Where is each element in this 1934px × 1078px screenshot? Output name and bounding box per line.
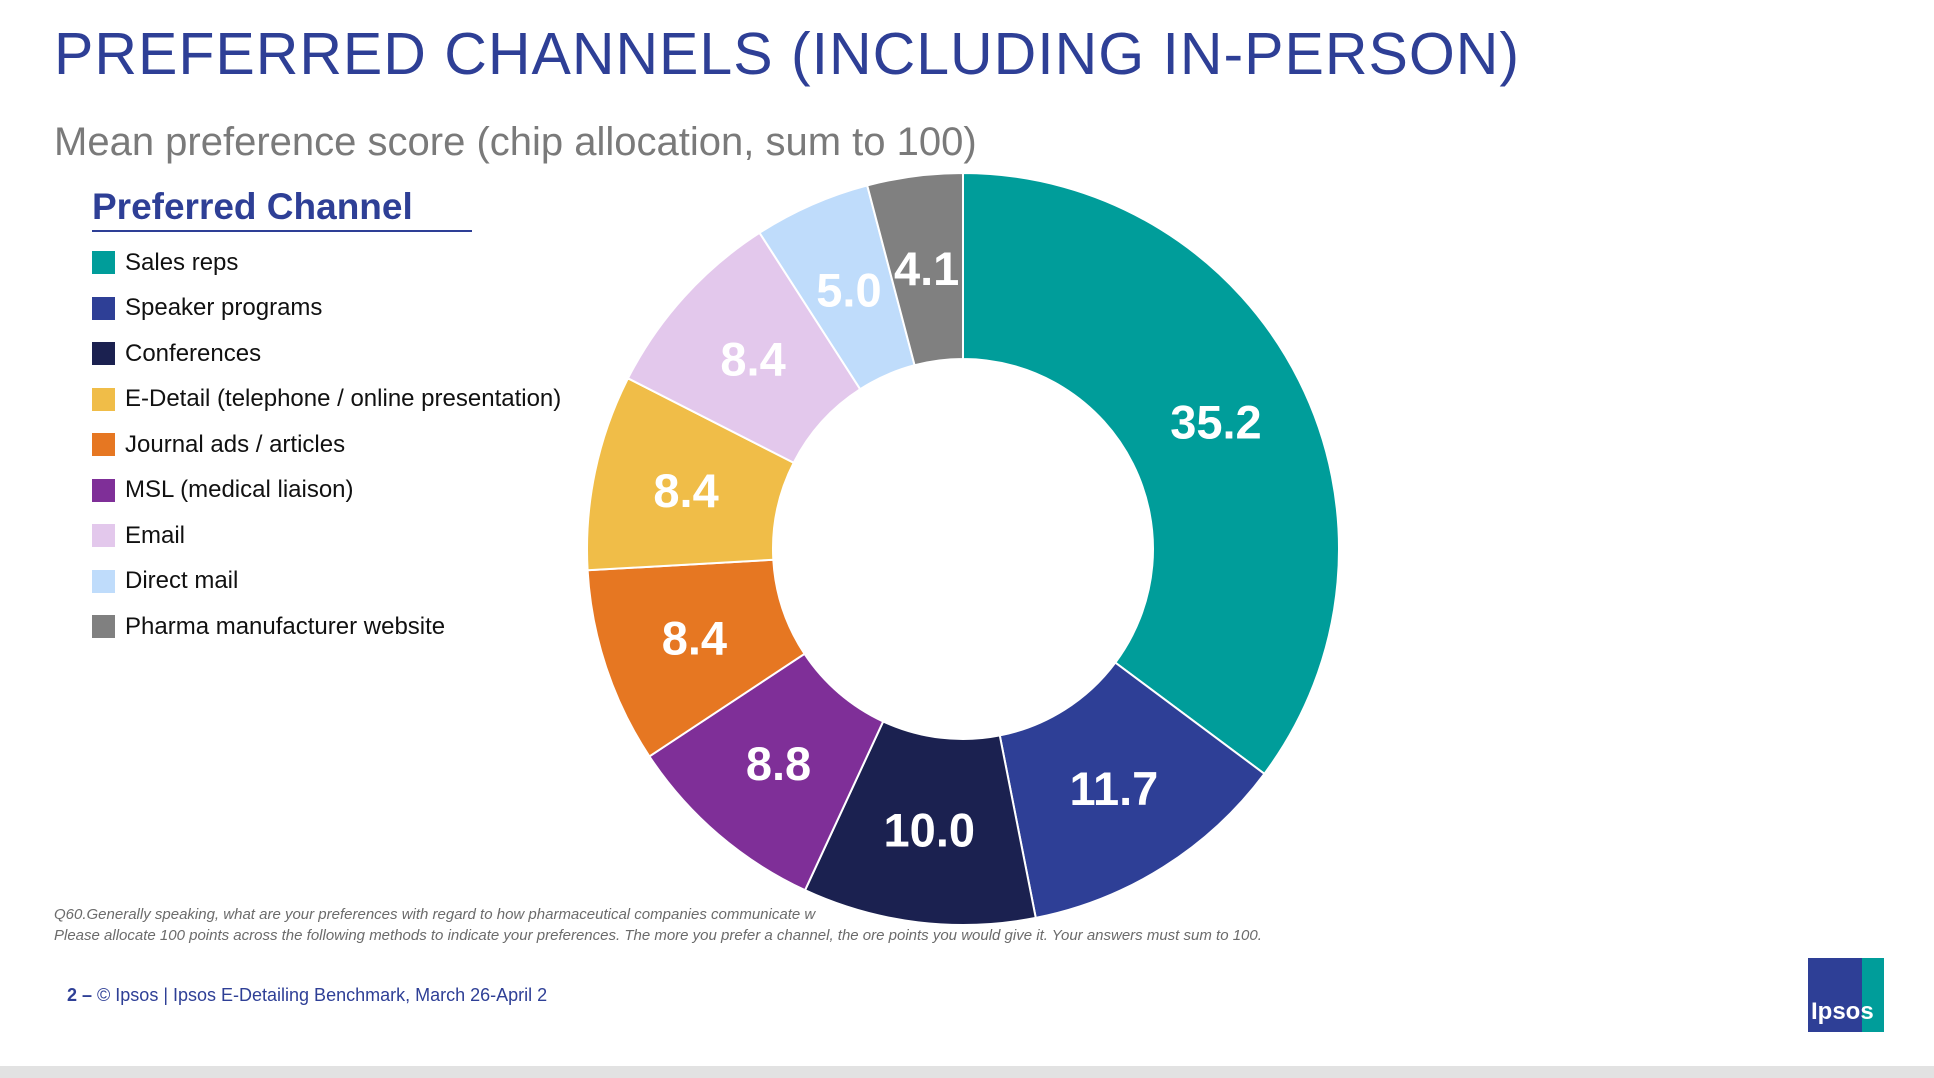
legend-label: E-Detail (telephone / online presentatio… (125, 385, 562, 413)
legend-title: Preferred Channel (92, 186, 472, 232)
legend-item: E-Detail (telephone / online presentatio… (92, 377, 561, 423)
legend-swatch (92, 296, 115, 320)
legend-item: Conferences (92, 331, 561, 377)
legend-label: Sales reps (125, 248, 239, 276)
footnote-instructions: Please allocate 100 points across the fo… (54, 927, 1262, 944)
ipsos-logo: Ipsos (1808, 958, 1884, 1032)
data-label: 10.0 (884, 803, 975, 856)
slide-title: PREFERRED CHANNELS (INCLUDING IN-PERSON) (54, 21, 1520, 87)
chart-legend: Preferred Channel Sales reps Speaker prog… (92, 186, 561, 650)
data-label: 8.4 (653, 464, 718, 517)
legend-swatch (92, 569, 115, 593)
legend-label: Direct mail (125, 567, 239, 595)
bottom-bar (0, 1066, 1934, 1078)
slide-subtitle: Mean preference score (chip allocation, … (54, 120, 977, 164)
logo-block (1808, 958, 1862, 1032)
legend-label: MSL (medical liaison) (125, 476, 354, 504)
data-label: 35.2 (1170, 396, 1261, 449)
legend-label: Speaker programs (125, 294, 323, 322)
data-label: 8.4 (720, 333, 785, 386)
data-label: 8.8 (746, 737, 811, 790)
legend-swatch (92, 524, 115, 548)
donut-slice (998, 661, 1266, 920)
donut-slice (865, 171, 964, 367)
data-label: 5.0 (816, 263, 881, 316)
data-label: 4.1 (894, 242, 959, 295)
legend-item: Speaker programs (92, 286, 561, 332)
legend-label: Email (125, 521, 186, 549)
legend-item: Journal ads / articles (92, 422, 561, 468)
footer: 2 – © Ipsos | Ipsos E-Detailing Benchmar… (67, 985, 547, 1006)
legend-swatch (92, 387, 115, 411)
legend-label: Journal ads / articles (125, 430, 346, 458)
legend-item: Pharma manufacturer website (92, 604, 561, 650)
logo-text: Ipsos (1811, 998, 1874, 1025)
data-label: 11.7 (1069, 762, 1158, 815)
data-label: 8.4 (662, 612, 727, 665)
legend-items: Sales reps Speaker programs Conferences E-D… (92, 240, 561, 650)
page-number: 2 – (67, 985, 93, 1005)
legend-label: Pharma manufacturer website (125, 612, 446, 640)
legend-swatch (92, 342, 115, 366)
legend-item: Direct mail (92, 559, 561, 605)
legend-swatch (92, 478, 115, 502)
legend-swatch (92, 433, 115, 457)
footnote-question: Q60.Generally speaking, what are your pr… (54, 906, 816, 923)
legend-swatch (92, 615, 115, 639)
legend-item: Sales reps (92, 240, 561, 286)
legend-item: MSL (medical liaison) (92, 468, 561, 514)
donut-slice (962, 171, 1340, 776)
legend-swatch (92, 251, 115, 275)
footnote: Q60.Generally speaking, what are your pr… (54, 904, 1454, 946)
footer-copyright: © Ipsos | Ipsos E-Detailing Benchmark, M… (92, 985, 548, 1005)
legend-label: Conferences (125, 339, 262, 367)
legend-item: Email (92, 513, 561, 559)
